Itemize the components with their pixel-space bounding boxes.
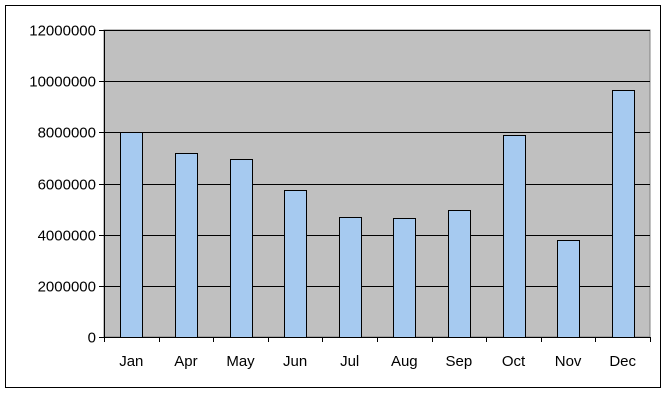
bar-jul: [339, 217, 362, 338]
x-tick-label: Jul: [340, 353, 359, 370]
y-tick-label: 4000000: [38, 228, 96, 245]
x-tick-label: May: [226, 353, 255, 370]
x-tick-label: Aug: [391, 353, 418, 370]
y-tick-label: 8000000: [38, 125, 96, 142]
y-tick-label: 0: [88, 330, 96, 347]
y-tick-label: 12000000: [29, 23, 96, 40]
x-tick-label: Apr: [174, 353, 197, 370]
y-tick-labels: 0 2000000 4000000 6000000 8000000 10000000 120…: [29, 23, 96, 347]
x-tick-label: Dec: [609, 353, 636, 370]
bar-aug: [393, 218, 416, 338]
y-tick-label: 6000000: [38, 177, 96, 194]
bar-jun: [284, 190, 307, 338]
x-tick-label: Sep: [446, 353, 473, 370]
bar-apr: [175, 153, 198, 338]
x-tick-labels: Jan Apr May Jun Jul Aug Sep Oct Nov Dec: [119, 353, 636, 370]
x-tick-label: Jan: [119, 353, 143, 370]
x-tick-label: Jun: [283, 353, 307, 370]
x-tick-label: Nov: [555, 353, 582, 370]
x-tick-label: Oct: [502, 353, 526, 370]
bar-dec: [612, 90, 635, 338]
bar-jan: [120, 132, 143, 338]
y-tick-label: 10000000: [29, 74, 96, 91]
bar-may: [230, 159, 253, 338]
y-tick-label: 2000000: [38, 279, 96, 296]
bar-nov: [557, 240, 580, 338]
bars: [120, 90, 635, 338]
bar-sep: [448, 210, 471, 338]
axes: [104, 30, 651, 342]
bar-oct: [503, 135, 526, 338]
